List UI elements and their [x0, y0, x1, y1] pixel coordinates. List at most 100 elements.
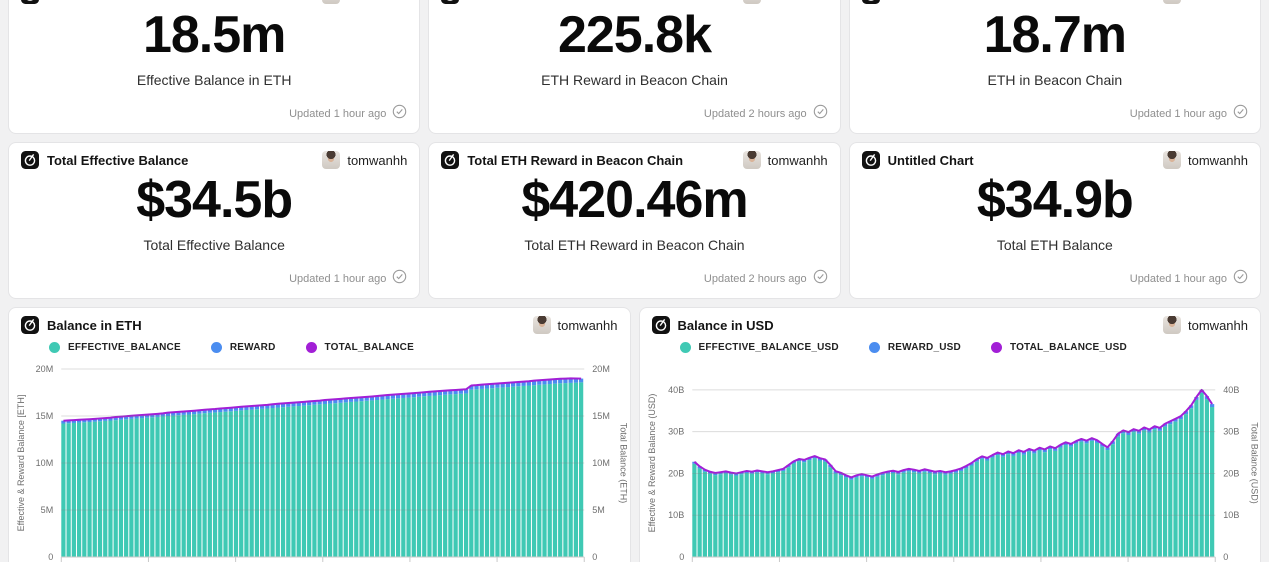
card-title: ETH Reward in Beacon Chain [467, 0, 649, 3]
avatar[interactable] [742, 0, 761, 4]
svg-text:20B: 20B [668, 468, 684, 478]
author-name[interactable]: tomwanhh [767, 152, 828, 168]
counter-row-mid: Total Effective Balance tomwanhh $34.5b … [8, 142, 1261, 299]
author-name[interactable]: tomwanhh [1188, 152, 1248, 168]
card-title: Untitled Chart [887, 152, 974, 168]
updated-timestamp: Updated 1 hour ago [1129, 108, 1227, 120]
updated-check-icon[interactable] [392, 269, 407, 289]
counter-subtitle: ETH in Beacon Chain [987, 72, 1123, 89]
avatar[interactable] [1163, 151, 1182, 169]
svg-text:10M: 10M [592, 458, 610, 468]
author-name[interactable]: tomwanhh [1188, 317, 1248, 333]
svg-text:5M: 5M [592, 505, 605, 515]
balance-in-usd-plot[interactable]: 0 0 10B 10B 20B 20B 30B 30B 40B 40B Effective & Re… [640, 356, 1261, 562]
svg-text:5M: 5M [41, 505, 54, 515]
counter-subtitle: Effective Balance in ETH [136, 72, 292, 89]
counter-subtitle: ETH Reward in Beacon Chain [541, 72, 728, 89]
counter-widget-icon [21, 151, 39, 169]
chart-title: Balance in USD [677, 317, 774, 333]
svg-text:0: 0 [679, 552, 684, 562]
legend-item-total-balance[interactable]: TOTAL_BALANCE [305, 341, 414, 353]
updated-timestamp: Updated 2 hours ago [703, 273, 807, 285]
author-name[interactable]: tomwanhh [347, 0, 407, 3]
chart-widget-icon [21, 316, 39, 334]
avatar[interactable] [1163, 316, 1182, 334]
counter-card-total-eth-reward[interactable]: Total ETH Reward in Beacon Chain tomwanh… [428, 142, 841, 299]
legend-dot-teal [49, 341, 60, 353]
chart-title: Balance in ETH [47, 317, 142, 333]
svg-text:30B: 30B [668, 427, 684, 437]
counter-card-untitled-chart[interactable]: Untitled Chart tomwanhh $34.9b Total ETH… [848, 142, 1261, 299]
svg-text:20B: 20B [1223, 468, 1239, 478]
chart-legend: EFFECTIVE_BALANCE REWARD TOTAL_BALANCE [9, 334, 630, 356]
svg-text:10B: 10B [668, 510, 684, 520]
svg-text:Total Balance (USD): Total Balance (USD) [1249, 422, 1259, 503]
avatar[interactable] [322, 0, 341, 4]
counter-value: $420.46m [521, 171, 748, 229]
avatar[interactable] [742, 151, 761, 169]
updated-check-icon[interactable] [392, 104, 407, 124]
counter-value: 225.8k [557, 6, 712, 64]
updated-check-icon[interactable] [1233, 269, 1248, 289]
svg-text:0: 0 [48, 552, 53, 562]
legend-item-effective-balance[interactable]: EFFECTIVE_BALANCE [49, 341, 181, 353]
counter-card-total-effective-balance[interactable]: Total Effective Balance tomwanhh $34.5b … [8, 142, 421, 299]
updated-timestamp: Updated 1 hour ago [289, 108, 387, 120]
svg-text:40B: 40B [1223, 385, 1239, 395]
counter-card-effective-balance-eth[interactable]: Effective Balance in ETH tomwanhh 18.5m … [8, 0, 421, 134]
chart-card-balance-in-eth[interactable]: Balance in ETH tomwanhh EFFECTIVE_BALANC… [8, 307, 631, 562]
counter-widget-icon [21, 0, 39, 4]
author-name[interactable]: tomwanhh [768, 0, 828, 3]
card-title: Total Effective Balance [47, 152, 189, 168]
card-title: ETH in Beacon Chain [888, 0, 1019, 3]
legend-item-effective-balance-usd[interactable]: EFFECTIVE_BALANCE_USD [679, 341, 839, 353]
counter-value: 18.7m [983, 6, 1127, 64]
author-name[interactable]: tomwanhh [347, 152, 408, 168]
updated-check-icon[interactable] [1233, 104, 1248, 124]
legend-item-reward[interactable]: REWARD [210, 341, 276, 353]
legend-dot-teal [679, 341, 691, 353]
updated-timestamp: Updated 1 hour ago [1129, 273, 1227, 285]
avatar[interactable] [1163, 0, 1182, 4]
counter-widget-icon [861, 0, 880, 4]
updated-check-icon[interactable] [813, 104, 828, 124]
svg-text:20M: 20M [592, 364, 610, 374]
svg-text:Effective & Reward Balance (US: Effective & Reward Balance (USD) [647, 394, 657, 533]
updated-timestamp: Updated 2 hours ago [703, 108, 807, 120]
counter-subtitle: Total ETH Balance [996, 237, 1113, 254]
updated-timestamp: Updated 1 hour ago [289, 273, 387, 285]
counter-widget-icon [441, 0, 460, 4]
counter-widget-icon [861, 151, 880, 169]
svg-text:30B: 30B [1223, 427, 1239, 437]
svg-text:10M: 10M [36, 458, 54, 468]
counter-subtitle: Total ETH Reward in Beacon Chain [524, 237, 745, 254]
chart-widget-icon [651, 316, 670, 334]
author-name[interactable]: tomwanhh [557, 317, 618, 333]
svg-text:Total Balance (ETH): Total Balance (ETH) [618, 423, 628, 503]
svg-text:0: 0 [1223, 552, 1228, 562]
svg-text:15M: 15M [36, 411, 54, 421]
balance-in-eth-plot[interactable]: 0 0 5M 5M 10M 10M 15M 15M 20M 20M Effective & Rewa… [9, 356, 630, 562]
svg-text:Effective & Reward Balance [ET: Effective & Reward Balance [ETH] [16, 395, 26, 532]
counter-value: $34.5b [136, 171, 293, 229]
svg-text:40B: 40B [668, 385, 684, 395]
counter-value: 18.5m [142, 6, 286, 64]
avatar[interactable] [322, 151, 341, 169]
svg-text:0: 0 [592, 552, 597, 562]
legend-item-total-balance-usd[interactable]: TOTAL_BALANCE_USD [990, 341, 1127, 353]
author-name[interactable]: tomwanhh [1188, 0, 1248, 3]
counter-row-top: Effective Balance in ETH tomwanhh 18.5m … [8, 0, 1261, 134]
updated-check-icon[interactable] [813, 269, 828, 289]
svg-text:10B: 10B [1223, 510, 1239, 520]
svg-text:15M: 15M [592, 411, 610, 421]
chart-card-balance-in-usd[interactable]: Balance in USD tomwanhh EFFECTIVE_BALANC… [638, 307, 1261, 562]
avatar[interactable] [532, 316, 551, 334]
counter-subtitle: Total Effective Balance [143, 237, 285, 254]
counter-widget-icon [441, 151, 460, 169]
legend-dot-blue [210, 341, 222, 353]
counter-card-eth-beacon-chain[interactable]: ETH in Beacon Chain tomwanhh 18.7m ETH i… [848, 0, 1261, 134]
counter-value: $34.9b [976, 171, 1134, 229]
legend-item-reward-usd[interactable]: REWARD_USD [868, 341, 961, 353]
counter-card-eth-reward[interactable]: ETH Reward in Beacon Chain tomwanhh 225.… [428, 0, 841, 134]
legend-dot-purple [990, 341, 1002, 353]
